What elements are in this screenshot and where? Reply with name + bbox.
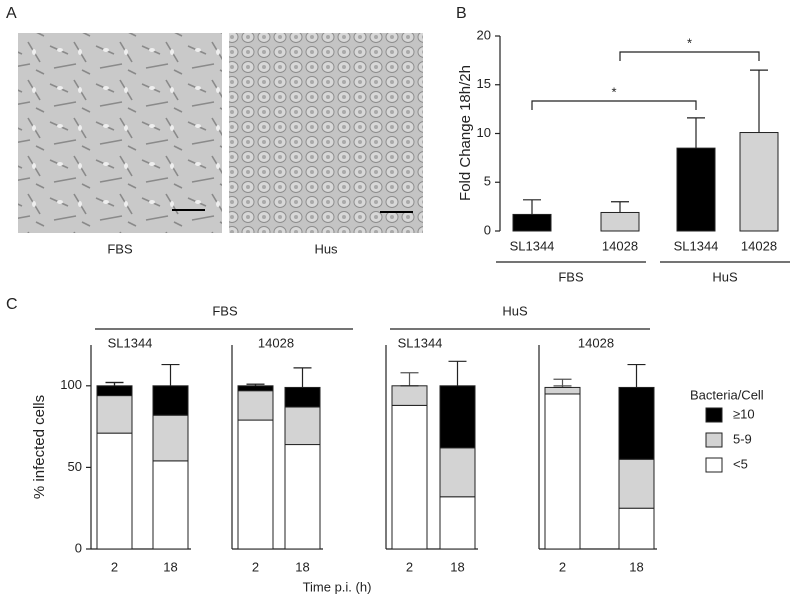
bar-segment — [284, 406, 321, 446]
bar — [676, 147, 716, 232]
legend-swatch — [705, 457, 723, 473]
bar-segment — [96, 385, 133, 397]
bar-segment — [618, 507, 655, 550]
x-tick-label: 18 — [163, 559, 177, 574]
significance-bracket — [619, 51, 760, 61]
x-tick-label: 2 — [111, 559, 118, 574]
micrograph — [18, 33, 222, 233]
x-tick-label: SL1344 — [674, 238, 719, 253]
bar — [739, 132, 779, 232]
x-tick-label: 18 — [295, 559, 309, 574]
significance-label: * — [687, 35, 692, 50]
bar-segment — [439, 496, 476, 550]
panel-letter: A — [6, 5, 17, 22]
y-axis-label: % infected cells — [31, 395, 48, 499]
y-tick-label: 10 — [477, 125, 491, 140]
bar-segment — [152, 414, 189, 462]
y-tick-label: 15 — [477, 76, 491, 91]
subgroup-label: 14028 — [258, 335, 294, 350]
legend-swatch — [705, 432, 723, 448]
x-tick-label: 2 — [252, 559, 259, 574]
error-bar — [400, 372, 419, 386]
error-bar — [161, 363, 180, 386]
bar-segment — [284, 386, 321, 408]
subgroup-label: SL1344 — [108, 335, 153, 350]
bar-segment — [544, 386, 581, 395]
bar-segment — [544, 393, 581, 550]
bar-segment — [237, 419, 274, 550]
x-tick-label: 14028 — [602, 238, 638, 253]
bar-segment — [96, 432, 133, 550]
group-label: HuS — [502, 303, 528, 318]
bar — [512, 213, 552, 232]
group-label: FBS — [558, 269, 584, 284]
legend-title: Bacteria/Cell — [690, 387, 764, 402]
y-tick-label: 0 — [484, 222, 491, 237]
error-bar — [611, 201, 629, 213]
bar-segment — [618, 458, 655, 509]
legend-label: ≥10 — [733, 406, 755, 421]
bar-segment — [237, 390, 274, 421]
error-bar — [105, 381, 124, 386]
y-tick-label: 20 — [477, 27, 491, 42]
micrograph — [229, 33, 423, 233]
bar-segment — [96, 395, 133, 434]
group-label: FBS — [212, 303, 238, 318]
legend-swatch — [705, 407, 723, 423]
y-axis-label: Fold Change 18h/2h — [457, 65, 474, 201]
panel-letter: C — [6, 296, 18, 313]
error-bar — [293, 367, 312, 388]
y-tick-label: 50 — [68, 459, 82, 474]
error-bar — [448, 360, 467, 386]
x-tick-label: SL1344 — [510, 238, 555, 253]
x-tick-label: 18 — [450, 559, 464, 574]
significance-label: * — [611, 84, 616, 99]
error-bar — [687, 117, 705, 149]
significance-bracket — [531, 100, 697, 110]
group-label: HuS — [712, 269, 738, 284]
bar-segment — [439, 385, 476, 449]
image-caption: FBS — [107, 241, 133, 256]
x-tick-label: 2 — [559, 559, 566, 574]
bar-segment — [439, 447, 476, 498]
bar-segment — [237, 385, 274, 392]
y-tick-label: 100 — [60, 377, 82, 392]
legend-label: <5 — [733, 456, 748, 471]
subgroup-label: 14028 — [578, 335, 614, 350]
x-tick-label: 14028 — [741, 238, 777, 253]
bar-segment — [618, 386, 655, 460]
bar-segment — [152, 460, 189, 550]
bar — [600, 211, 640, 232]
bar-segment — [284, 444, 321, 550]
x-axis-label: Time p.i. (h) — [303, 579, 372, 594]
bar-segment — [391, 404, 428, 550]
subgroup-label: SL1344 — [398, 335, 443, 350]
image-caption: Hus — [314, 241, 338, 256]
y-tick-label: 5 — [484, 174, 491, 189]
error-bar — [750, 69, 768, 133]
bar-segment — [391, 385, 428, 406]
x-tick-label: 2 — [406, 559, 413, 574]
legend-label: 5-9 — [733, 431, 752, 446]
bar-segment — [152, 385, 189, 416]
x-tick-label: 18 — [629, 559, 643, 574]
error-bar — [246, 383, 265, 386]
error-bar — [627, 363, 646, 388]
panel-letter: B — [456, 5, 467, 22]
error-bar — [553, 378, 572, 388]
error-bar — [523, 199, 541, 215]
y-tick-label: 0 — [75, 540, 82, 555]
